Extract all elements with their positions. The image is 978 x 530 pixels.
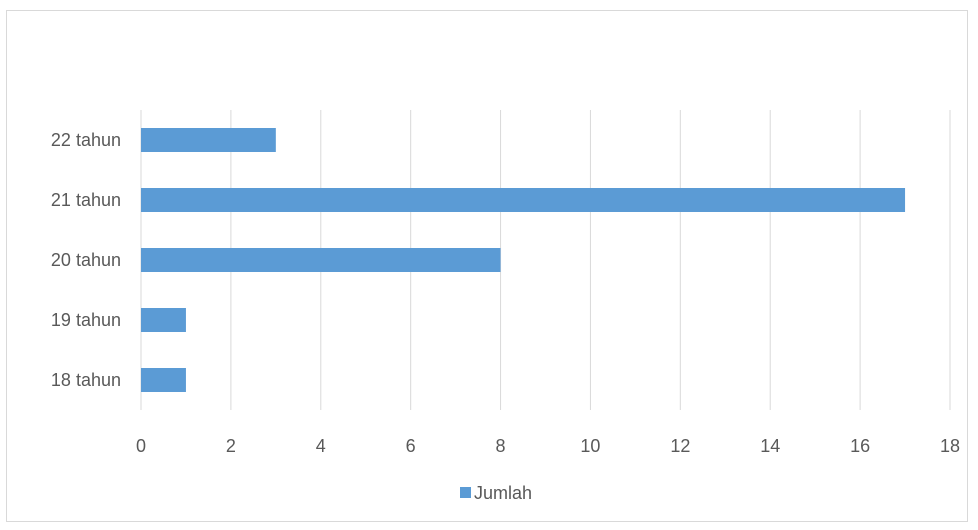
y-category-label-21-tahun: 21 tahun: [51, 190, 121, 210]
bar-18-tahun: [141, 368, 186, 392]
x-tick-label-12: 12: [670, 436, 690, 456]
gridlines: [140, 110, 951, 410]
x-tick-label-4: 4: [316, 436, 326, 456]
y-category-label-18-tahun: 18 tahun: [51, 370, 121, 390]
y-category-label-19-tahun: 19 tahun: [51, 310, 121, 330]
x-tick-label-10: 10: [580, 436, 600, 456]
x-tick-label-8: 8: [496, 436, 506, 456]
bar-20-tahun: [141, 248, 501, 272]
bars: [141, 128, 906, 392]
x-axis-tick-labels: 0 2 4 6 8 10 12 14 16 18: [136, 436, 960, 456]
bar-19-tahun: [141, 308, 186, 332]
legend-label: Jumlah: [474, 483, 532, 503]
bar-21-tahun: [141, 188, 906, 212]
y-axis-category-labels: 18 tahun 19 tahun 20 tahun 21 tahun 22 tahun: [51, 130, 121, 390]
y-category-label-22-tahun: 22 tahun: [51, 130, 121, 150]
x-tick-label-2: 2: [226, 436, 236, 456]
bar-22-tahun: [141, 128, 276, 152]
x-tick-label-16: 16: [850, 436, 870, 456]
x-tick-label-14: 14: [760, 436, 780, 456]
x-tick-label-18: 18: [940, 436, 960, 456]
x-tick-label-6: 6: [406, 436, 416, 456]
y-category-label-20-tahun: 20 tahun: [51, 250, 121, 270]
x-tick-label-0: 0: [136, 436, 146, 456]
legend-swatch: [460, 487, 471, 498]
legend: Jumlah: [460, 483, 532, 503]
